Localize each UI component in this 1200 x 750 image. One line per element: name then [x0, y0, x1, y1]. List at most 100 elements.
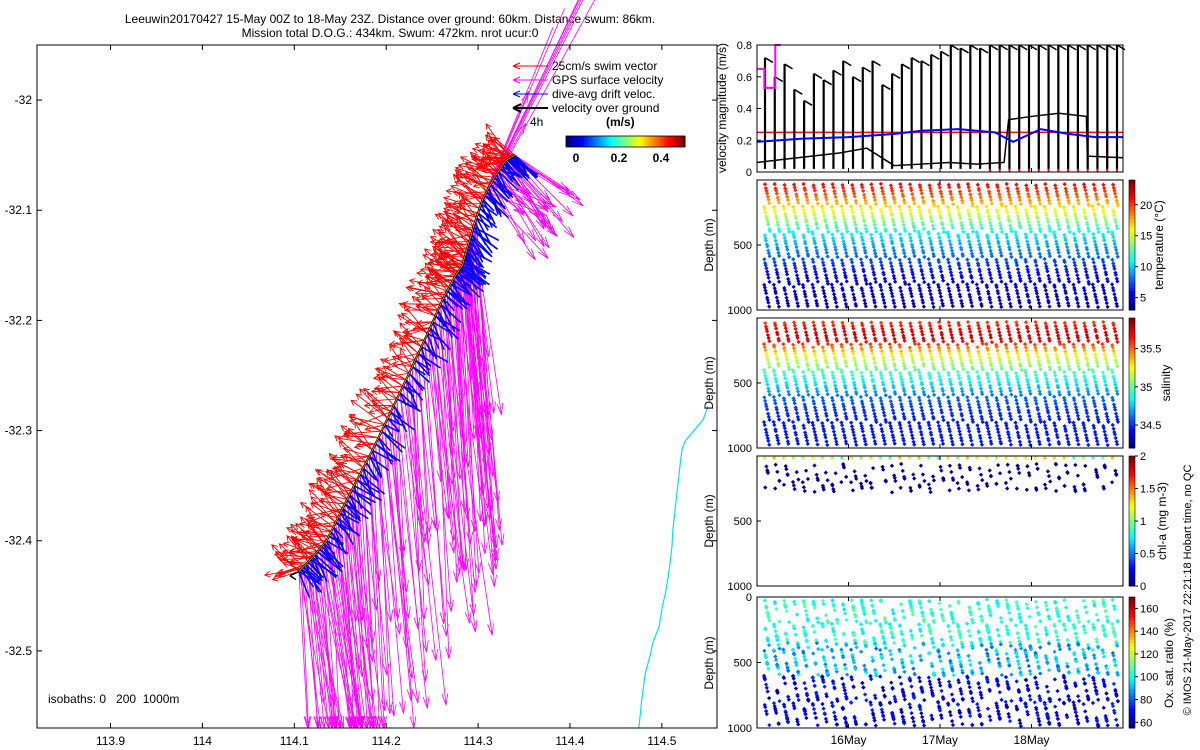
p-temperature-point: [881, 297, 886, 303]
p-chla-point: [922, 478, 927, 484]
p-chla-point: [1024, 487, 1029, 492]
p-salinity-point: [902, 392, 908, 397]
swim-vector: [344, 430, 382, 435]
gps-vector-head: [521, 91, 530, 104]
swim-vector-head: [403, 328, 411, 335]
p-temperature-point: [1045, 216, 1050, 221]
p-temperature-point: [1025, 216, 1031, 221]
swim-vector: [357, 443, 376, 446]
p-temperature-point: [1045, 269, 1050, 274]
p-temperature-point: [870, 266, 876, 272]
p-temperature-point: [892, 251, 897, 256]
p-temperature-point: [897, 232, 902, 237]
p-temperature-point: [829, 204, 834, 209]
p-temperature-point: [1027, 223, 1032, 228]
p-salinity-point: [1113, 411, 1119, 416]
p-salinity-point: [869, 320, 874, 325]
p-chla-point: [1042, 482, 1048, 487]
p-temperature-point: [918, 263, 923, 269]
swim-vector-head: [307, 533, 314, 540]
p-salinity-point: [1064, 433, 1069, 438]
colorbar-cell: [1129, 318, 1135, 322]
p-temperature-point: [1028, 279, 1033, 284]
swim-vector-head: [399, 347, 406, 354]
gps-vector-head: [489, 401, 496, 414]
p-temperature-point: [987, 217, 992, 222]
p-salinity-point: [889, 429, 895, 434]
p-temperature-point: [1062, 182, 1067, 187]
p-temperature-point: [891, 222, 897, 228]
colorbar-cell: [1129, 376, 1135, 381]
p-salinity-point: [812, 326, 818, 332]
gps-vector: [480, 0, 584, 204]
swim-vector-head: [396, 353, 404, 360]
p-oxygen-point: [765, 689, 770, 694]
p-temperature-point: [833, 194, 838, 200]
p-salinity-point: [796, 339, 801, 345]
swim-vector-head: [405, 285, 413, 292]
velocity-cycle-cap: [960, 47, 969, 54]
speed-colorbar-tick-0: 0: [573, 151, 580, 165]
p-salinity-point: [786, 392, 792, 397]
colorbar-cell: [1129, 478, 1135, 483]
p-salinity-point: [1016, 380, 1021, 385]
swim-vector-head: [434, 213, 442, 220]
colorbar-tick-label: 5: [1140, 293, 1146, 305]
p-chla-point: [930, 474, 936, 479]
p-temperature-point: [987, 244, 992, 250]
p-salinity-point: [941, 364, 946, 369]
p-chla-point: [994, 481, 999, 486]
gps-vector-head: [386, 701, 393, 714]
swim-vector-head: [404, 330, 412, 338]
p-salinity-point: [888, 345, 893, 350]
p-temperature-point: [1112, 213, 1117, 218]
p-temperature-point: [964, 282, 970, 287]
p-salinity-point: [793, 355, 799, 360]
p-salinity-point: [869, 373, 874, 378]
p-oxygen-point: [771, 648, 776, 653]
p-salinity-point: [831, 323, 836, 328]
drift-vector: [396, 398, 422, 413]
p-temperature-point: [774, 191, 779, 196]
colorbar-cell: [1129, 344, 1135, 348]
gps-vector-head: [362, 636, 370, 649]
swim-vector-head: [414, 295, 422, 303]
drift-vector: [469, 237, 484, 263]
p-chla-point: [1025, 464, 1030, 469]
p-temperature-point: [1005, 186, 1010, 191]
speed-colorbar-cell: [646, 136, 650, 147]
swim-vector-head: [343, 430, 350, 437]
p-salinity-point: [957, 376, 962, 381]
swim-vector: [350, 399, 385, 426]
p-salinity-point: [1075, 360, 1080, 366]
colorbar-cell: [1129, 186, 1135, 191]
p-temperature-point: [835, 228, 840, 233]
map-xtick-label: 114: [193, 734, 212, 748]
swim-vector: [332, 467, 361, 475]
p-temperature-point: [901, 222, 906, 228]
p-salinity-point: [843, 332, 848, 337]
p-temperature-point: [979, 276, 984, 281]
swim-vector-head: [415, 319, 423, 327]
speed-colorbar-cell: [616, 136, 621, 147]
colorbar-cell: [1129, 324, 1135, 329]
gps-vector-head: [445, 646, 452, 659]
speed-colorbar-cell: [601, 136, 606, 147]
gps-vector-head: [351, 609, 359, 622]
p-temperature-point: [1055, 270, 1060, 275]
p-salinity-point: [840, 398, 845, 403]
swim-vector-head: [297, 529, 304, 536]
p-salinity-point: [762, 422, 767, 428]
p-salinity-point: [873, 389, 878, 395]
p-salinity-point: [1056, 360, 1061, 365]
p-temperature-point: [1064, 189, 1069, 194]
swim-vector-head: [399, 322, 406, 329]
p-salinity-point: [852, 410, 857, 415]
swim-vector-head: [337, 435, 344, 443]
speed-colorbar-cell: [577, 136, 582, 147]
swim-vector: [401, 341, 416, 361]
p-temperature-point: [1081, 232, 1086, 237]
p-salinity-point: [868, 370, 873, 375]
p-temperature-point: [803, 269, 809, 275]
p-salinity-point: [970, 339, 975, 344]
